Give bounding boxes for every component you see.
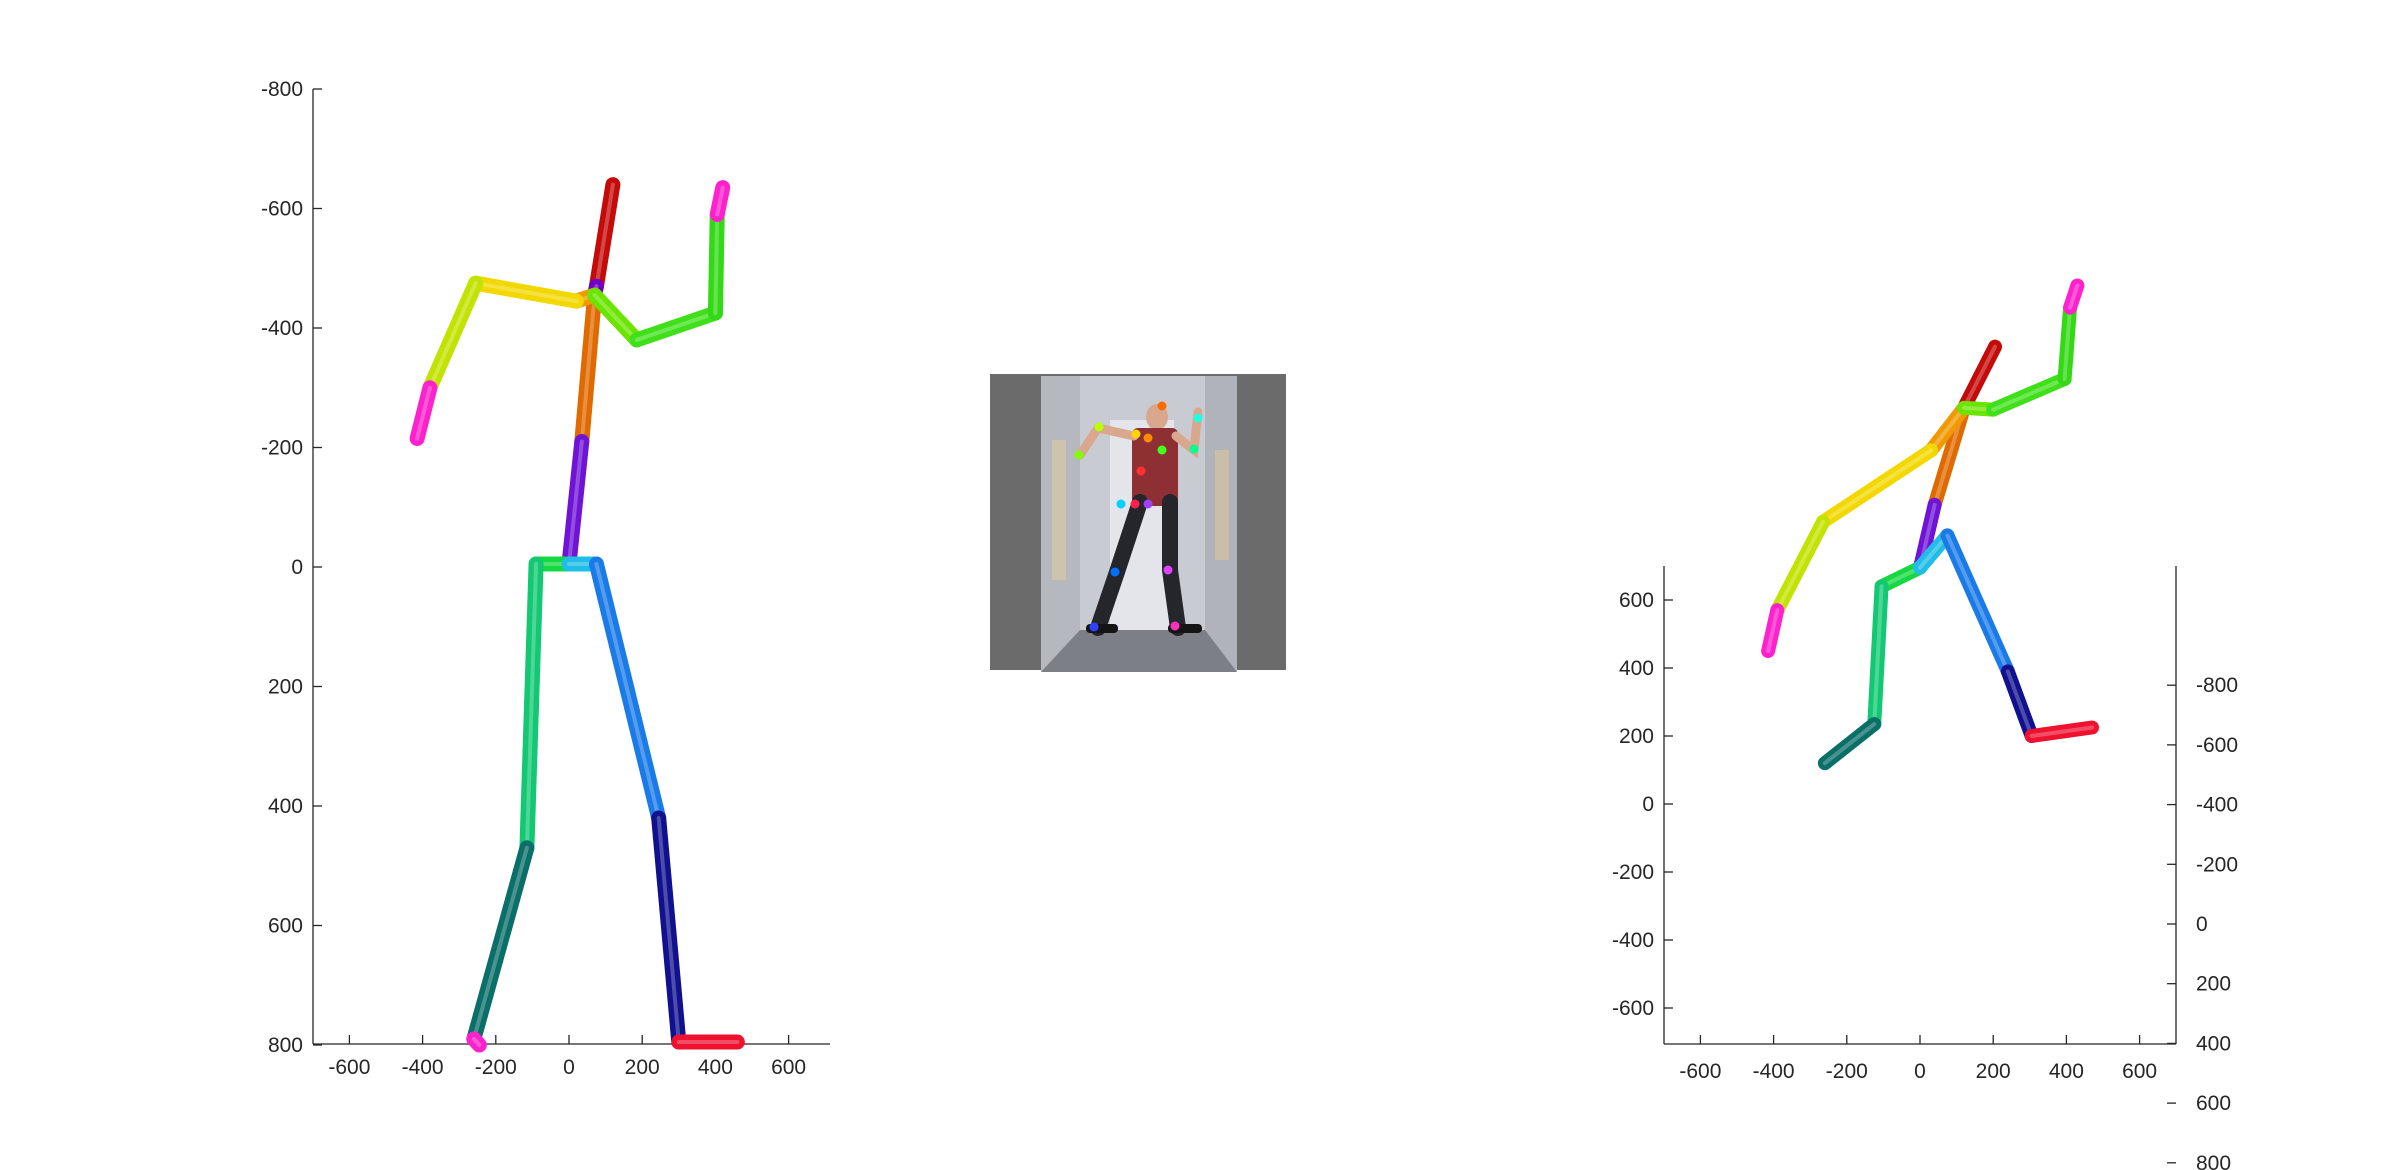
bone-left-shin bbox=[466, 840, 535, 1047]
right-y-tick-label: 200 bbox=[2196, 973, 2231, 996]
person-left-leg bbox=[1162, 494, 1186, 636]
left-y-tick-label: 600 bbox=[1619, 589, 1654, 612]
x-tick-label: 0 bbox=[563, 1056, 575, 1079]
keypoint-left-shoulder bbox=[1157, 445, 1167, 455]
right-y-tick-label: 400 bbox=[2196, 1032, 2231, 1055]
bone-neck-head bbox=[588, 177, 621, 294]
right-y-tick-label: -600 bbox=[2196, 734, 2238, 757]
bone-right-thigh bbox=[1940, 528, 2015, 679]
x-tick-label: -600 bbox=[328, 1056, 370, 1079]
right-y-tick-label: -200 bbox=[2196, 853, 2238, 876]
y-tick-label: 200 bbox=[268, 676, 303, 699]
right-y-tick-label: 600 bbox=[2196, 1092, 2231, 1115]
keypoint-right-hip bbox=[1116, 499, 1126, 509]
bone-right-hand bbox=[709, 180, 731, 222]
bone-right-upper-arm bbox=[1986, 372, 2072, 417]
bone-right-shin bbox=[2000, 664, 2039, 743]
keypoint-head bbox=[1157, 401, 1167, 411]
x-tick-label: -200 bbox=[475, 1056, 517, 1079]
right-y-tick-label: -800 bbox=[2196, 674, 2238, 697]
bone-left-upper-arm bbox=[468, 275, 584, 309]
keypoint-right-wrist bbox=[1074, 450, 1084, 460]
y-tick-label: -200 bbox=[261, 437, 303, 460]
bone-lower-spine bbox=[561, 434, 590, 572]
bone-right-hand bbox=[2063, 278, 2085, 315]
right-y-tick-label: 0 bbox=[2196, 913, 2208, 936]
bone-right-forearm bbox=[707, 206, 725, 321]
left-y-tick-label: -200 bbox=[1612, 861, 1654, 884]
keypoint-right-ankle bbox=[1089, 622, 1099, 632]
bone-right-thigh bbox=[588, 556, 667, 826]
keypoint-left-elbow bbox=[1189, 444, 1199, 454]
x-tick-label: 400 bbox=[2049, 1060, 2084, 1083]
bone-left-hip bbox=[1874, 560, 1927, 594]
y-tick-label: 600 bbox=[268, 915, 303, 938]
x-tick-label: 200 bbox=[625, 1056, 660, 1079]
x-tick-label: 600 bbox=[2122, 1060, 2157, 1083]
left-y-tick-label: -600 bbox=[1612, 997, 1654, 1020]
y-tick-label: -600 bbox=[261, 198, 303, 221]
front-view-axes: -800 -600 -400 -200 0 200 400 600 800 -600 -400 -20… bbox=[261, 78, 830, 1079]
3d-view-axes: -600 -400 -200 0 200 400 600 -800 -600 -400 -200 0 2… bbox=[1612, 566, 2238, 1170]
bone-left-clavicle bbox=[1923, 400, 1971, 458]
bone-right-clavicle bbox=[587, 287, 645, 348]
keypoint-left-ankle bbox=[1170, 621, 1180, 631]
bone-left-forearm bbox=[1770, 514, 1831, 618]
photo-keypoints bbox=[1074, 401, 1203, 632]
x-tick-label: -400 bbox=[402, 1056, 444, 1079]
front-view-skeleton bbox=[409, 177, 745, 1053]
person-head bbox=[1146, 404, 1168, 430]
bone-left-shin bbox=[1817, 717, 1882, 771]
3d-view-skeleton bbox=[1761, 278, 2100, 771]
bone-right-forearm bbox=[2057, 300, 2078, 386]
x-tick-label: 400 bbox=[698, 1056, 733, 1079]
y-tick-label: 400 bbox=[268, 795, 303, 818]
bone-right-foot bbox=[2024, 720, 2100, 743]
x-tick-label: 200 bbox=[1976, 1060, 2011, 1083]
keypoint-right-elbow bbox=[1094, 422, 1104, 432]
y-tick-label: -400 bbox=[261, 317, 303, 340]
keypoint-right-knee bbox=[1110, 567, 1120, 577]
y-tick-label: 800 bbox=[268, 1034, 303, 1057]
y-tick-label: -800 bbox=[261, 78, 303, 101]
x-tick-label: 0 bbox=[1914, 1060, 1926, 1083]
photo-door-right bbox=[1215, 450, 1229, 560]
bone-left-forearm bbox=[422, 275, 484, 396]
person-shirt bbox=[1132, 428, 1178, 506]
bone-left-thigh bbox=[1867, 579, 1889, 732]
keypoint-right-shoulder bbox=[1131, 429, 1141, 439]
x-tick-label: -600 bbox=[1679, 1060, 1721, 1083]
bone-neck-head bbox=[1956, 339, 2003, 415]
bone-right-shin bbox=[651, 810, 687, 1050]
left-y-tick-label: -400 bbox=[1612, 929, 1654, 952]
y-tick-label: 0 bbox=[291, 556, 303, 579]
bone-left-hand bbox=[1761, 603, 1785, 658]
left-y-tick-label: 400 bbox=[1619, 657, 1654, 680]
left-y-tick-label: 200 bbox=[1619, 725, 1654, 748]
left-y-tick-label: 0 bbox=[1642, 793, 1654, 816]
bone-upper-spine bbox=[574, 287, 603, 450]
3d-view-panel: -600 -400 -200 0 200 400 600 -800 -600 -400 -200 0 2… bbox=[1612, 278, 2238, 1170]
bone-left-hand bbox=[409, 380, 438, 447]
x-tick-label: -400 bbox=[1753, 1060, 1795, 1083]
bone-right-upper-arm bbox=[629, 305, 723, 348]
input-photo bbox=[990, 374, 1286, 672]
right-y-tick-label: -400 bbox=[2196, 794, 2238, 817]
right-y-tick-label: 800 bbox=[2196, 1152, 2231, 1170]
keypoint-pelvis bbox=[1130, 499, 1140, 509]
keypoint-left-knee bbox=[1163, 565, 1173, 575]
keypoint-chest bbox=[1136, 466, 1146, 476]
keypoint-left-wrist bbox=[1193, 413, 1203, 423]
x-tick-label: 600 bbox=[771, 1056, 806, 1079]
bone-left-upper-arm bbox=[1816, 443, 1938, 529]
bone-left-thigh bbox=[519, 556, 544, 856]
front-view-panel: -800 -600 -400 -200 0 200 400 600 800 -600 -400 -20… bbox=[261, 78, 830, 1079]
photo-floor bbox=[1041, 630, 1237, 672]
bone-left-foot bbox=[466, 1031, 487, 1053]
keypoint-left-hip bbox=[1143, 499, 1153, 509]
keypoint-neck bbox=[1143, 433, 1153, 443]
photo-door-left bbox=[1052, 440, 1066, 580]
x-tick-label: -200 bbox=[1826, 1060, 1868, 1083]
